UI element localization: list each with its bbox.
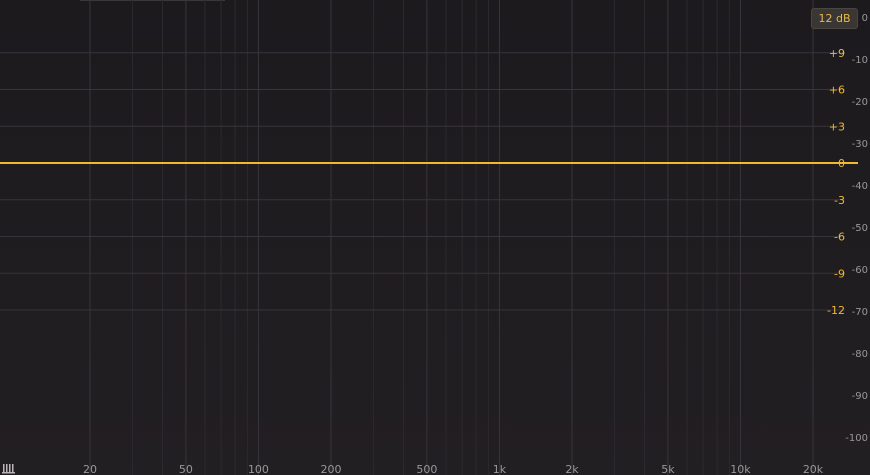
freq-label: 20 <box>83 463 97 475</box>
analyzer-label: -70 <box>852 307 868 318</box>
gain-label: -12 <box>827 304 845 317</box>
gain-grid: +9+6+30-3-6-9-12 <box>0 47 845 317</box>
freq-label: 500 <box>416 463 437 475</box>
analyzer-label: -40 <box>852 181 868 192</box>
analyzer-label: -30 <box>852 139 868 150</box>
gain-label: -3 <box>834 194 845 207</box>
minor-grid <box>131 0 730 475</box>
gain-label: +3 <box>829 120 845 133</box>
gain-label: +9 <box>829 47 845 60</box>
analyzer-label: -100 <box>845 433 868 444</box>
freq-label: 100 <box>248 463 269 475</box>
freq-label: 2k <box>565 463 579 475</box>
piano-keys-icon[interactable] <box>2 464 15 474</box>
freq-label: 1k <box>493 463 507 475</box>
gain-label: -9 <box>834 267 845 280</box>
piano-key <box>9 464 11 473</box>
freq-label: 10k <box>730 463 751 475</box>
piano-key-base <box>2 472 15 474</box>
piano-key <box>6 464 8 473</box>
analyzer-label: -80 <box>852 349 868 360</box>
piano-key <box>12 464 14 473</box>
freq-label: 50 <box>179 463 193 475</box>
freq-label: 20k <box>803 463 824 475</box>
analyzer-label: -10 <box>852 55 868 66</box>
range-button[interactable]: 12 dB <box>811 8 858 29</box>
analyzer-label: -90 <box>852 391 868 402</box>
analyzer-scale: 0 -10 -20 -30 -40 -50 -60 -70 -80 -90 -100 <box>845 13 868 444</box>
freq-label: 5k <box>661 463 675 475</box>
analyzer-label: -50 <box>852 223 868 234</box>
gain-label: -6 <box>834 231 845 244</box>
analyzer-label: 0 <box>862 13 868 24</box>
piano-key <box>3 464 5 473</box>
frequency-grid: 20 50 100 200 500 1k 2k 5k 10k 20k <box>83 0 824 475</box>
freq-label: 200 <box>321 463 342 475</box>
top-divider <box>80 0 225 1</box>
analyzer-label: -20 <box>852 97 868 108</box>
gain-label: +6 <box>829 84 845 97</box>
analyzer-label: -60 <box>852 265 868 276</box>
